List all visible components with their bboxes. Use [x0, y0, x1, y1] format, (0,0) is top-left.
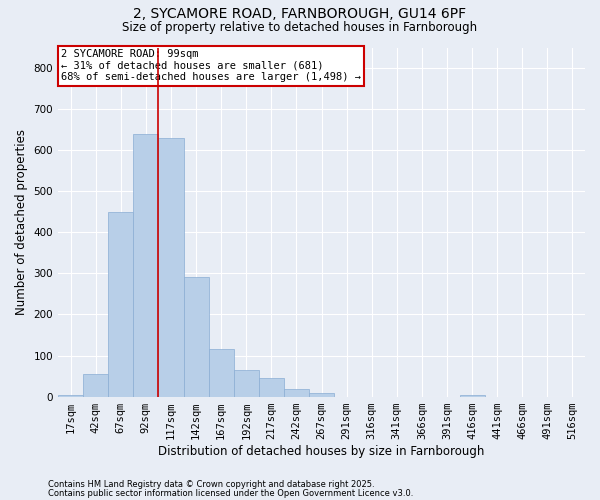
Bar	[158, 138, 184, 396]
Text: Contains HM Land Registry data © Crown copyright and database right 2025.: Contains HM Land Registry data © Crown c…	[48, 480, 374, 489]
Text: 2, SYCAMORE ROAD, FARNBOROUGH, GU14 6PF: 2, SYCAMORE ROAD, FARNBOROUGH, GU14 6PF	[133, 8, 467, 22]
Bar	[184, 278, 209, 396]
Bar	[284, 389, 309, 396]
Text: Size of property relative to detached houses in Farnborough: Size of property relative to detached ho…	[122, 21, 478, 34]
Bar	[83, 374, 108, 396]
Bar	[460, 394, 485, 396]
Bar	[259, 378, 284, 396]
X-axis label: Distribution of detached houses by size in Farnborough: Distribution of detached houses by size …	[158, 444, 485, 458]
Bar	[233, 370, 259, 396]
Bar	[309, 394, 334, 396]
Bar	[133, 134, 158, 396]
Bar	[209, 350, 233, 397]
Text: 2 SYCAMORE ROAD: 99sqm
← 31% of detached houses are smaller (681)
68% of semi-de: 2 SYCAMORE ROAD: 99sqm ← 31% of detached…	[61, 49, 361, 82]
Bar	[58, 394, 83, 396]
Bar	[108, 212, 133, 396]
Y-axis label: Number of detached properties: Number of detached properties	[15, 129, 28, 315]
Text: Contains public sector information licensed under the Open Government Licence v3: Contains public sector information licen…	[48, 488, 413, 498]
